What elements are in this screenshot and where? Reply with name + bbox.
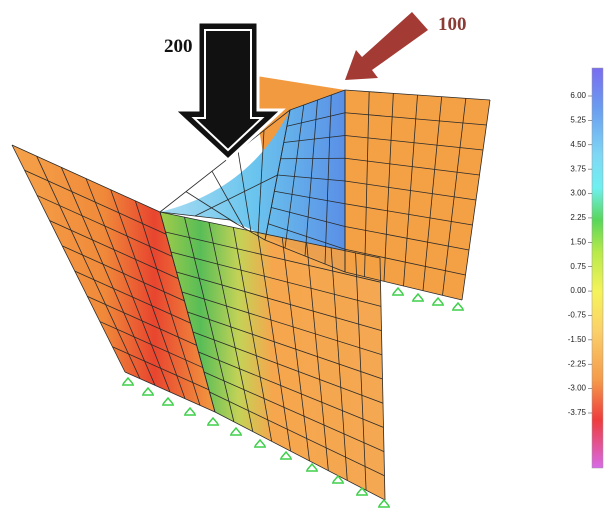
support [207, 418, 219, 425]
support [162, 398, 174, 405]
legend-label: 2.25 [570, 213, 586, 222]
legend-label: -0.75 [568, 311, 587, 320]
legend-label: -2.25 [568, 359, 587, 368]
legend-label: 1.50 [570, 237, 586, 246]
support [452, 303, 464, 310]
support [280, 452, 292, 459]
support [412, 294, 424, 301]
legend-label: 0.00 [570, 286, 586, 295]
support [142, 388, 154, 395]
legend-label: -1.50 [568, 335, 587, 344]
support [306, 464, 318, 471]
legend-label: 4.50 [570, 140, 586, 149]
support [378, 500, 390, 507]
legend-label: 0.75 [570, 262, 586, 271]
legend-label: 5.25 [570, 115, 586, 124]
legend-label: 3.00 [570, 189, 586, 198]
legend-label: 6.00 [570, 91, 586, 100]
load-label: 100 [438, 14, 467, 35]
support [184, 408, 196, 415]
support [392, 288, 404, 295]
legend-bar [592, 68, 603, 468]
legend-label: 3.75 [570, 164, 586, 173]
support [432, 298, 444, 305]
mesh-line [281, 158, 345, 159]
support [122, 378, 134, 385]
load-arrow-2 [345, 12, 428, 80]
support [254, 440, 266, 447]
legend-label: -3.75 [568, 408, 587, 417]
legend: 6.00 5.25 4.50 3.75 3.00 2.25 1.50 0.75 0.00 -0.7… [568, 91, 592, 417]
legend-label: -3.00 [568, 384, 587, 393]
screenshot: 200 100 6.00 5.25 4.50 3.75 3.00 2.25 1.50 0.75… [0, 0, 615, 513]
load-label: 200 [164, 36, 193, 57]
support [230, 428, 242, 435]
